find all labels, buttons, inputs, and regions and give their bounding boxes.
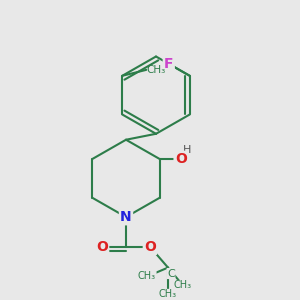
Text: O: O <box>175 152 187 166</box>
Text: O: O <box>144 240 156 254</box>
Text: O: O <box>96 240 108 254</box>
Text: CH₃: CH₃ <box>146 65 166 75</box>
Text: N: N <box>120 210 132 224</box>
Text: H: H <box>183 145 191 155</box>
Text: CH₃: CH₃ <box>174 280 192 290</box>
Text: C: C <box>167 268 175 278</box>
Text: F: F <box>164 57 173 71</box>
Text: CH₃: CH₃ <box>159 289 177 299</box>
Text: CH₃: CH₃ <box>138 272 156 281</box>
